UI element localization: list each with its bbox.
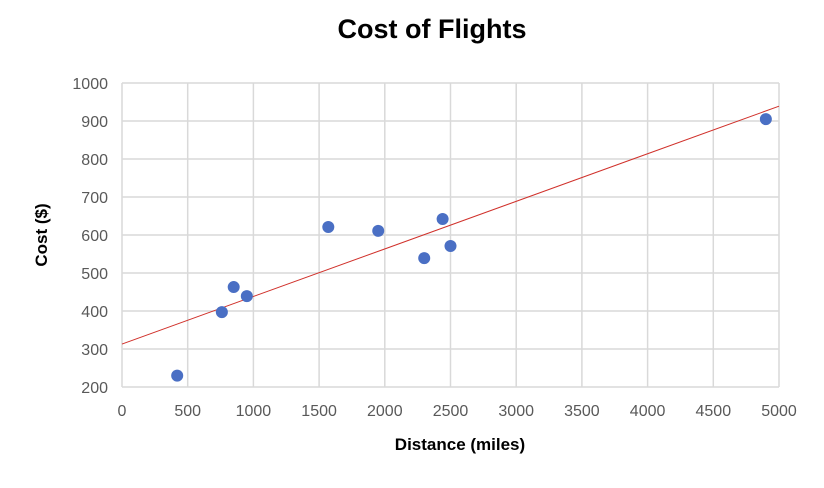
data-point — [444, 240, 457, 253]
data-point — [372, 224, 385, 237]
data-points — [171, 113, 772, 382]
gridlines — [121, 82, 780, 388]
y-tick-label: 800 — [81, 152, 108, 169]
y-tick-label: 200 — [81, 380, 108, 397]
y-tick-label: 700 — [81, 190, 108, 207]
y-tick-label: 1000 — [72, 76, 108, 93]
x-tick-label: 3000 — [498, 403, 534, 420]
x-axis-ticks: 0 500 1000 1500 2000 2500 3000 3500 4000 4500 5000 — [118, 403, 797, 420]
data-point — [418, 252, 431, 265]
data-point — [171, 369, 184, 382]
data-point — [322, 221, 335, 234]
x-tick-label: 2500 — [433, 403, 469, 420]
trendline-path — [121, 105, 780, 345]
x-tick-label: 1500 — [301, 403, 337, 420]
x-tick-label: 5000 — [761, 403, 797, 420]
x-tick-label: 2000 — [367, 403, 403, 420]
x-tick-label: 4000 — [630, 403, 666, 420]
chart-title: Cost of Flights — [337, 14, 527, 44]
data-point — [759, 113, 772, 126]
y-tick-label: 300 — [81, 342, 108, 359]
y-axis-ticks: 200 300 400 500 600 700 800 900 1000 — [72, 76, 108, 397]
y-tick-label: 600 — [81, 228, 108, 245]
data-point — [215, 306, 228, 319]
y-tick-label: 500 — [81, 266, 108, 283]
y-tick-label: 400 — [81, 304, 108, 321]
trendline — [121, 105, 780, 345]
x-tick-label: 1000 — [236, 403, 272, 420]
x-tick-label: 4500 — [696, 403, 732, 420]
x-axis-label: Distance (miles) — [394, 435, 526, 454]
y-tick-label: 900 — [81, 114, 108, 131]
data-point — [240, 290, 253, 303]
data-point — [227, 281, 240, 294]
data-point — [436, 213, 449, 226]
x-tick-label: 3500 — [564, 403, 600, 420]
x-tick-label: 0 — [118, 403, 127, 420]
x-tick-label: 500 — [174, 403, 201, 420]
